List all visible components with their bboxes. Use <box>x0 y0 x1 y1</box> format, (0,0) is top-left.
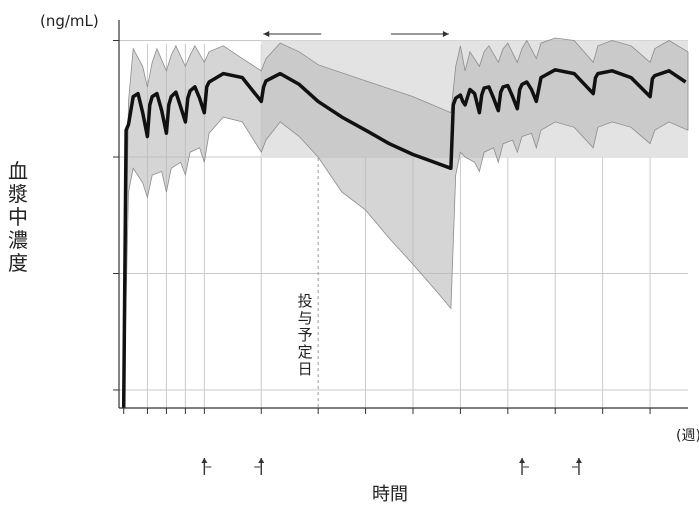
bracket-arrow-up-right <box>575 458 582 463</box>
bracket-arrow-up-right <box>258 458 265 463</box>
y-axis-title-char: 血 <box>8 159 28 183</box>
bracket-arrow-up-left <box>519 458 526 463</box>
axes <box>113 20 688 414</box>
median-line <box>121 68 687 409</box>
x-unit-label: (週) <box>676 428 699 444</box>
median-series <box>121 68 687 409</box>
scheduled-day-char: 与 <box>298 309 313 327</box>
bracket-arrow-up-left <box>201 458 208 463</box>
y-axis-title-char: 中 <box>8 205 28 229</box>
y-unit-label: (ng/mL) <box>40 12 99 30</box>
scheduled-day-char: 投 <box>298 292 313 310</box>
annotations: 投与予定日 <box>201 31 582 475</box>
y-axis-title-char: 漿 <box>8 182 28 206</box>
x-axis-title: 時間 <box>372 484 408 505</box>
interval-area <box>123 37 689 409</box>
scheduled-day-char: 日 <box>298 360 313 378</box>
prediction-interval <box>123 37 689 409</box>
y-axis-title: 血漿中濃度 <box>8 159 28 275</box>
scheduled-day-char: 予 <box>298 326 313 344</box>
scheduled-day-char: 定 <box>298 343 313 361</box>
span-arrowhead-right <box>442 31 449 37</box>
scheduled-day-label: 投与予定日 <box>298 292 313 378</box>
y-axis-title-char: 濃 <box>8 228 28 252</box>
span-arrowhead-left <box>263 31 270 37</box>
y-axis-title-char: 度 <box>8 251 28 275</box>
